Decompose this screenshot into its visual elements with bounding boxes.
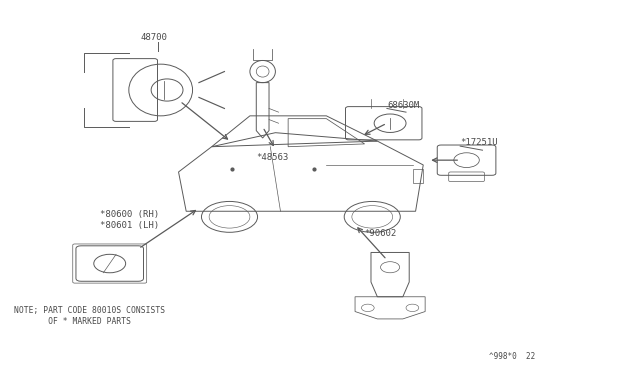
Text: *80601 (LH): *80601 (LH) [100, 221, 159, 231]
Text: *17251U: *17251U [460, 138, 498, 147]
Text: *48563: *48563 [256, 153, 289, 162]
Text: *90602: *90602 [365, 229, 397, 238]
Text: ^998*0  22: ^998*0 22 [489, 352, 535, 361]
Text: NOTE; PART CODE 80010S CONSISTS: NOTE; PART CODE 80010S CONSISTS [14, 307, 165, 315]
Text: OF * MARKED PARTS: OF * MARKED PARTS [14, 317, 131, 327]
Text: 48700: 48700 [140, 33, 167, 42]
Text: *80600 (RH): *80600 (RH) [100, 211, 159, 219]
Text: 68630M: 68630M [387, 101, 419, 110]
